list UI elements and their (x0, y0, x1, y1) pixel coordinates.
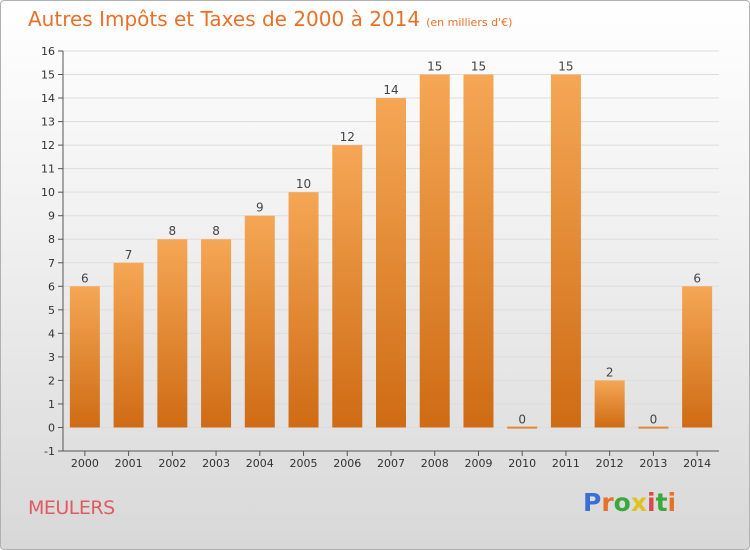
logo-letter: i (667, 488, 677, 517)
data-label-2005: 10 (296, 177, 311, 191)
y-tick-label: 4 (48, 327, 55, 340)
city-name: MEULERS (28, 497, 115, 519)
data-label-2003: 8 (212, 224, 220, 238)
y-tick-label: -1 (44, 445, 55, 458)
x-tick-label-2012: 2012 (596, 457, 624, 470)
data-label-2002: 8 (169, 224, 177, 238)
y-tick-label: 0 (48, 421, 55, 434)
data-label-2010: 0 (518, 412, 526, 426)
data-label-2013: 0 (650, 412, 658, 426)
bar-2003[interactable] (201, 239, 232, 428)
logo-letter: o (613, 488, 631, 517)
bar-2008[interactable] (419, 74, 450, 428)
proxiti-logo[interactable]: Proxiti (583, 488, 676, 517)
data-label-2001: 7 (125, 248, 133, 262)
y-tick-label: 14 (41, 92, 55, 105)
y-tick-label: 10 (41, 186, 55, 199)
bar-2012[interactable] (594, 380, 625, 428)
y-tick-label: 15 (41, 69, 55, 82)
data-label-2012: 2 (606, 365, 614, 379)
bar-2004[interactable] (244, 215, 275, 428)
bars (69, 74, 713, 429)
y-tick-label: 12 (41, 139, 55, 152)
data-label-2004: 9 (256, 201, 264, 215)
logo-letter: x (630, 488, 647, 517)
chart-subtitle: (en milliers d'€) (426, 16, 513, 29)
bar-2005[interactable] (288, 192, 319, 428)
y-tick-label: 6 (48, 280, 55, 293)
y-tick-label: 9 (48, 210, 55, 223)
x-tick-label-2001: 2001 (115, 457, 143, 470)
data-label-2000: 6 (81, 271, 89, 285)
data-label-2006: 12 (340, 130, 355, 144)
y-tick-label: 3 (48, 351, 55, 364)
bar-2001[interactable] (113, 262, 144, 428)
data-label-2014: 6 (693, 271, 701, 285)
y-tick-label: 7 (48, 257, 55, 270)
logo-letter: i (647, 488, 656, 517)
data-label-2007: 14 (383, 83, 398, 97)
y-tick-label: 11 (41, 163, 55, 176)
y-tick-label: 5 (48, 304, 55, 317)
logo-letter: t (655, 488, 668, 517)
chart-title: Autres Impôts et Taxes de 2000 à 2014 (28, 7, 421, 31)
x-tick-label-2009: 2009 (464, 457, 492, 470)
y-tick-label: 8 (48, 233, 55, 246)
bar-2011[interactable] (550, 74, 581, 428)
bar-2013[interactable] (638, 426, 669, 429)
x-tick-label-2014: 2014 (683, 457, 711, 470)
x-tick-label-2011: 2011 (552, 457, 580, 470)
bar-2002[interactable] (157, 239, 188, 428)
x-tick-label-2010: 2010 (508, 457, 536, 470)
y-tick-label: 13 (41, 116, 55, 129)
logo-letter: P (583, 488, 602, 517)
bar-2009[interactable] (463, 74, 494, 428)
data-labels: 6 7 8 8 9 10 12 14 15 15 0 15 2 0 6 (81, 60, 701, 427)
y-tick-label: 16 (41, 45, 55, 58)
x-tick-label-2003: 2003 (202, 457, 230, 470)
x-tick-label-2006: 2006 (333, 457, 361, 470)
bar-2007[interactable] (376, 98, 406, 428)
x-tick-label-2004: 2004 (246, 457, 274, 470)
y-tick-label: 2 (48, 374, 55, 387)
x-tick-label-2002: 2002 (158, 457, 186, 470)
bar-2000[interactable] (69, 286, 100, 428)
data-label-2009: 15 (471, 60, 486, 74)
logo-letter: r (601, 488, 614, 517)
x-tick-label-2008: 2008 (421, 457, 449, 470)
data-label-2008: 15 (427, 60, 442, 74)
bar-2006[interactable] (332, 145, 363, 428)
data-label-2011: 15 (558, 60, 573, 74)
y-tick-label: 1 (48, 398, 55, 411)
x-tick-label-2005: 2005 (290, 457, 318, 470)
x-tick-label-2013: 2013 (639, 457, 667, 470)
chart-title-block: Autres Impôts et Taxes de 2000 à 2014 (en… (28, 7, 512, 31)
x-tick-label-2000: 2000 (71, 457, 99, 470)
bar-2014[interactable] (682, 286, 713, 428)
x-tick-label-2007: 2007 (377, 457, 405, 470)
bar-2010[interactable] (507, 426, 538, 429)
